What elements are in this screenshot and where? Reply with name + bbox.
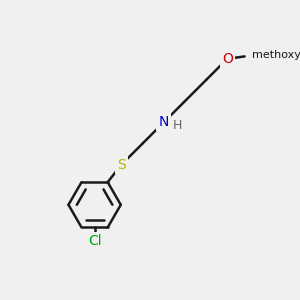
Text: S: S xyxy=(117,158,126,172)
Text: N: N xyxy=(158,116,169,129)
Text: O: O xyxy=(222,52,232,66)
Text: Cl: Cl xyxy=(88,234,101,248)
Text: H: H xyxy=(173,119,182,132)
Text: methoxy: methoxy xyxy=(252,50,300,60)
